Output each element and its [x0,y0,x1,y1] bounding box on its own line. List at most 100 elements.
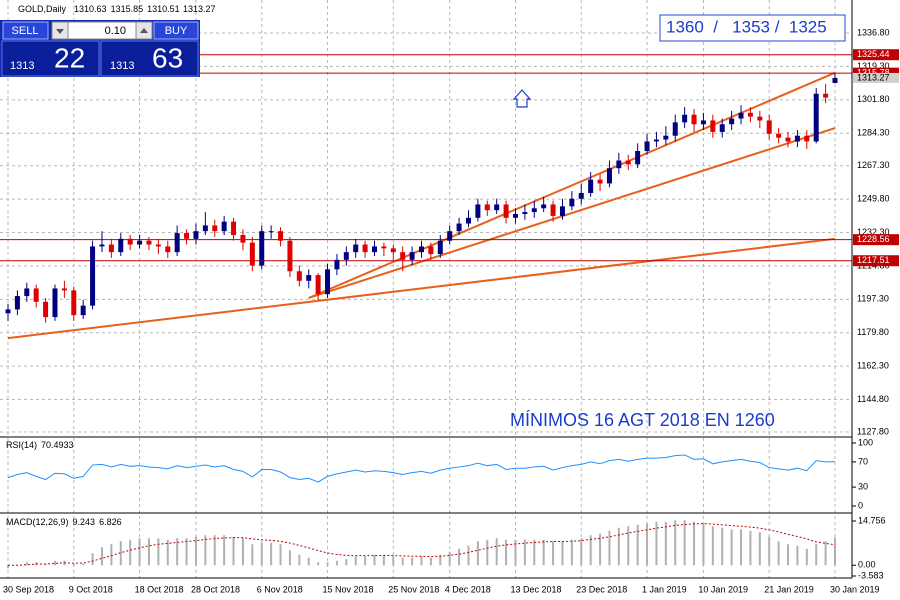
macd-bar [674,520,677,566]
candle-body [108,244,114,253]
macd-bar [194,536,197,566]
candle-body [559,206,565,216]
macd-bar [599,533,602,566]
candle-body [390,248,396,253]
candle-body [24,288,30,297]
macd-bar [834,537,836,566]
x-tick-label: 15 Nov 2018 [323,584,374,594]
y-tick-label: -3.583 [858,570,884,580]
ask-small: 63 [152,42,183,73]
y-tick-label: 1179.80 [857,327,889,337]
y-tick-label: 1162.30 [857,361,889,371]
header-close: 1313.27 [183,4,216,14]
candle-body [465,217,471,224]
macd-bar [495,538,498,566]
candle-body [325,269,331,295]
price-label: 1313.27 [857,72,890,82]
macd-bar [82,563,85,566]
bid-box[interactable] [1,40,100,77]
y-tick-label: 1197.30 [857,294,889,304]
candle-body [785,137,791,142]
volume-value: 0.10 [105,25,126,37]
macd-bar [617,527,620,566]
ask-box[interactable] [100,40,199,77]
macd-bar [335,560,338,566]
macd-bar [646,523,649,566]
candle-body [362,244,368,253]
macd-bar [204,535,207,566]
macd-bar [439,554,442,566]
sell-button[interactable] [2,21,49,40]
candle-body [315,275,321,295]
candle-body [14,296,20,310]
macd-bar [185,538,188,566]
candle-body [80,305,86,316]
macd-bar [815,544,818,566]
macd-bar [411,557,414,566]
macd-bar [777,541,780,566]
header-open: 1310.63 [74,4,107,14]
macd-bar [232,536,235,566]
x-tick-label: 1 Jan 2019 [642,584,687,594]
x-tick-label: 18 Oct 2018 [135,584,184,594]
candle-body [503,204,509,218]
trend-line [308,127,836,299]
macd-bar [486,539,489,566]
y-tick-label: 1232.30 [857,227,890,237]
macd-bar [824,541,827,566]
macd-bar [345,559,348,566]
candle-body [240,234,246,243]
macd-bar [467,545,470,566]
candle-body [512,213,518,218]
header-low: 1310.51 [147,4,180,14]
macd-bar [25,562,28,566]
candle-body [118,238,124,253]
candle-body [766,120,772,134]
candle-body [484,204,490,211]
macd-bar [805,548,808,566]
macd-bar [514,539,517,566]
macd-bar [373,554,376,566]
candle-body [437,240,443,255]
up-icon [140,28,148,33]
candle-body [729,118,735,125]
x-tick-label: 10 Jan 2019 [698,584,748,594]
macd-bar [138,538,141,566]
candle-body [212,225,218,232]
macd-bar [796,545,799,566]
candle-body [710,120,716,132]
level-label-bg [853,49,899,61]
candle-body [672,122,678,136]
candle-body [184,233,190,239]
macd-bar [627,526,630,566]
candle-body [776,133,782,138]
candle-body [155,244,161,247]
candle-body [588,179,594,193]
macd-bar [730,529,733,566]
candle-body [33,288,39,302]
up-arrow [512,89,532,108]
buy-button[interactable] [153,21,199,40]
y-tick-label: 14.756 [858,515,886,525]
x-tick-label: 13 Dec 2018 [510,584,561,594]
macd-bar [476,541,479,566]
macd-bar [542,539,545,566]
candle-body [296,271,302,281]
candle-body [531,208,537,213]
candle-body [653,139,659,142]
x-tick-label: 23 Dec 2018 [576,584,627,594]
macd-bar [298,554,301,566]
macd-bar [523,539,526,566]
candle-body [165,246,171,253]
candle-body [99,244,105,247]
candle-body [221,221,227,232]
candle-body [372,246,378,253]
x-tick-label: 21 Jan 2019 [764,584,814,594]
macd-bar [693,521,696,566]
plot-layer [0,0,852,578]
candle-body [137,240,143,245]
candle-body [193,231,199,239]
x-tick-label: 6 Nov 2018 [257,584,303,594]
candle-body [578,192,584,199]
